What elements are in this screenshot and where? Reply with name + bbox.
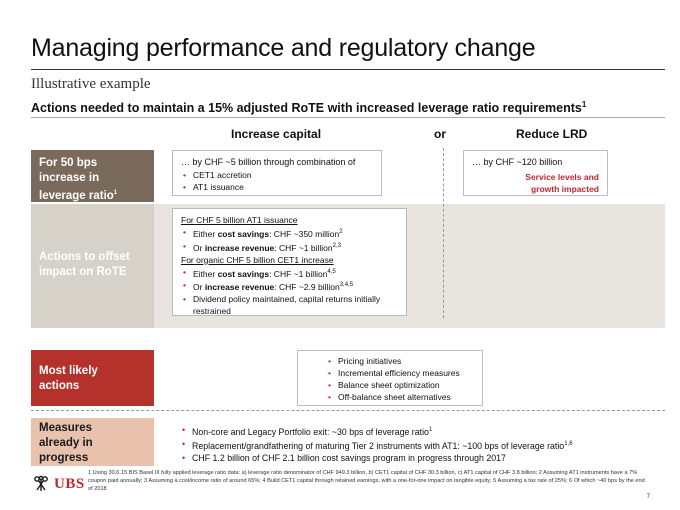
item-emphasis: cost savings xyxy=(217,268,270,279)
footnote-ref: 1,6 xyxy=(564,440,573,447)
footnote-ref: 2,3 xyxy=(332,242,341,249)
ubs-logo: UBS xyxy=(31,474,85,494)
box-lead: … by CHF ~120 billion xyxy=(472,157,563,167)
headline-text: Actions needed to maintain a 15% adjuste… xyxy=(31,101,582,116)
keys-icon xyxy=(34,475,48,491)
title-divider xyxy=(31,69,665,70)
increase-capital-box: … by CHF ~5 billion through combination … xyxy=(172,150,382,196)
column-header-increase-capital: Increase capital xyxy=(231,127,322,141)
item-value: : CHF ~1 billion xyxy=(269,268,328,279)
item-prefix: Either xyxy=(193,268,218,279)
headline-footnote-ref: 1 xyxy=(581,100,587,109)
page-title: Managing performance and regulatory chan… xyxy=(31,34,536,62)
row-label-line: increase in xyxy=(39,172,100,184)
row-label-in-progress: Measures already in progress xyxy=(31,418,154,466)
impact-text: Service levels and xyxy=(525,172,599,182)
footnote-ref: 3,4,5 xyxy=(339,282,354,289)
logo-wordmark: UBS xyxy=(54,475,85,492)
column-header-reduce-lrd: Reduce LRD xyxy=(516,127,588,141)
headline: Actions needed to maintain a 15% adjuste… xyxy=(31,100,586,115)
row-label-line: leverage ratio1 xyxy=(39,186,146,204)
item-text: Non-core and Legacy Portfolio exit: ~30 … xyxy=(192,426,429,437)
item-emphasis: increase revenue xyxy=(204,242,275,253)
list-item: Off-balance sheet alternatives xyxy=(326,391,474,403)
row-label-most-likely: Most likely actions xyxy=(31,350,154,406)
row-label-line: For 50 bps xyxy=(39,157,98,169)
row-label-offset-actions: Actions to offset impact on RoTE xyxy=(31,204,154,328)
most-likely-actions-box: Pricing initiatives Incremental efficien… xyxy=(297,350,483,406)
row-label-text: leverage ratio xyxy=(39,189,114,202)
list-item: Either cost savings: CHF ~350 million2 xyxy=(181,226,398,240)
list-item: Incremental efficiency measures xyxy=(326,367,474,379)
row-label-line: impact on RoTE xyxy=(39,266,127,278)
page-subtitle: Illustrative example xyxy=(31,76,151,92)
item-value: : CHF ~350 million xyxy=(269,228,340,239)
footnote-ref: 4,5 xyxy=(327,268,336,275)
list-item: Either cost savings: CHF ~1 billion4,5 xyxy=(181,266,398,280)
column-divider xyxy=(443,148,444,318)
row-label-leverage-increase: For 50 bps increase in leverage ratio1 xyxy=(31,150,154,202)
item-prefix: Or xyxy=(193,282,205,293)
item-prefix: Either xyxy=(193,228,218,239)
row-label-line: Measures xyxy=(39,422,93,434)
box-lead: … by CHF ~5 billion through combination … xyxy=(181,157,356,167)
item-text: Replacement/grandfathering of maturing T… xyxy=(192,440,565,451)
footnote: 1 Using 30.6.15 BIS Basel III fully appl… xyxy=(88,470,645,492)
section-divider xyxy=(31,410,665,411)
section-heading: For organic CHF 5 billion CET1 increase xyxy=(181,254,334,265)
page-number: 7 xyxy=(646,494,650,500)
list-item: CHF 1.2 billion of CHF 2.1 billion cost … xyxy=(180,452,624,464)
reduce-lrd-box: … by CHF ~120 billion Service levels and… xyxy=(463,150,608,196)
item-value: : CHF ~1 billion xyxy=(274,242,333,253)
measures-in-progress-list: Non-core and Legacy Portfolio exit: ~30 … xyxy=(172,422,632,464)
list-item: CET1 accretion xyxy=(181,169,373,181)
list-item: Or increase revenue: CHF ~1 billion2,3 xyxy=(181,240,398,254)
column-header-or: or xyxy=(434,127,446,141)
row-label-line: Actions to offset xyxy=(39,251,130,263)
item-emphasis: cost savings xyxy=(217,228,270,239)
row-label-line: Most likely xyxy=(39,365,98,377)
list-item: Or increase revenue: CHF ~2.9 billion3,4… xyxy=(181,279,398,293)
headline-divider xyxy=(31,117,665,118)
row-label-footnote-ref: 1 xyxy=(113,190,118,196)
list-item: Non-core and Legacy Portfolio exit: ~30 … xyxy=(180,424,624,438)
row-label-line: already in xyxy=(39,437,93,449)
list-item: Pricing initiatives xyxy=(326,355,474,367)
list-item: Replacement/grandfathering of maturing T… xyxy=(180,438,624,452)
item-prefix: Or xyxy=(193,242,205,253)
offset-actions-box: For CHF 5 billion AT1 issuance Either co… xyxy=(172,208,407,316)
list-item: AT1 issuance xyxy=(181,181,373,193)
section-heading: For CHF 5 billion AT1 issuance xyxy=(181,215,298,225)
impact-text: growth impacted xyxy=(530,184,599,194)
row-label-line: actions xyxy=(39,380,80,392)
item-value: : CHF ~2.9 billion xyxy=(274,282,340,293)
list-item: Balance sheet optimization xyxy=(326,379,474,391)
footnote-ref: 1 xyxy=(428,427,433,433)
row-label-line: progress xyxy=(39,452,89,464)
list-item: Dividend policy maintained, capital retu… xyxy=(181,293,398,317)
item-emphasis: increase revenue xyxy=(204,282,275,293)
footnote-ref: 2 xyxy=(339,229,343,235)
